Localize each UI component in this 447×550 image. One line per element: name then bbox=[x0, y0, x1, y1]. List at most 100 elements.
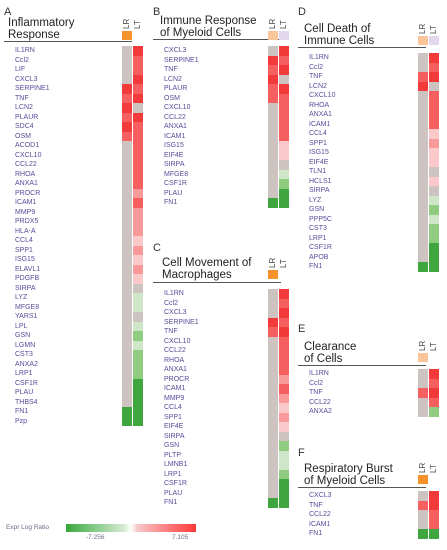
panel-title: Inflammatory Response bbox=[8, 17, 75, 41]
heatmap-cell bbox=[279, 55, 289, 65]
heatmap-cell bbox=[268, 179, 278, 189]
gene-label: CSF1R bbox=[15, 379, 38, 387]
heatmap-cell bbox=[268, 479, 278, 489]
heatmap-cell bbox=[133, 112, 143, 122]
heatmap-cell bbox=[122, 388, 132, 398]
heatmap-cell bbox=[268, 55, 278, 65]
gene-label: TLN1 bbox=[309, 168, 327, 175]
heatmap-cell bbox=[133, 46, 143, 56]
heatmap-cell bbox=[268, 84, 278, 94]
heatmap-cell bbox=[122, 169, 132, 179]
heatmap-cell bbox=[429, 119, 439, 129]
gene-label: PLAUR bbox=[15, 113, 39, 121]
gene-label: CCL4 bbox=[15, 237, 33, 244]
column-header-swatch bbox=[268, 31, 278, 40]
heatmap-cell bbox=[122, 350, 132, 360]
title-underline bbox=[4, 41, 132, 42]
heatmap-cell bbox=[418, 129, 428, 139]
heatmap-cell bbox=[122, 302, 132, 312]
gene-label: CCL4 bbox=[309, 130, 327, 137]
heatmap-cell bbox=[429, 81, 439, 91]
gene-label: EIF4E bbox=[164, 151, 184, 159]
heatmap-cell bbox=[122, 217, 132, 227]
heatmap-cell bbox=[268, 498, 278, 508]
heatmap-cell bbox=[133, 160, 143, 170]
gene-label: ANXA1 bbox=[164, 123, 187, 130]
heatmap-cell bbox=[279, 122, 289, 132]
gene-label: FN1 bbox=[309, 263, 323, 270]
gene-label: RHOA bbox=[164, 356, 185, 364]
gene-label: ANXA1 bbox=[164, 366, 187, 373]
heatmap-cell bbox=[122, 369, 132, 379]
gene-label: LRP1 bbox=[15, 370, 33, 377]
title-underline bbox=[298, 47, 426, 48]
heatmap-cell bbox=[279, 150, 289, 160]
title-underline bbox=[298, 365, 426, 366]
heatmap-cell bbox=[133, 359, 143, 369]
heatmap-cell bbox=[122, 112, 132, 122]
gene-label: FN1 bbox=[164, 499, 178, 506]
heatmap-cell bbox=[429, 397, 439, 407]
gene-label: CCL22 bbox=[309, 398, 331, 406]
heatmap-cell bbox=[429, 167, 439, 177]
heatmap-cell bbox=[133, 179, 143, 189]
heatmap-cell bbox=[429, 500, 439, 510]
heatmap-cell bbox=[429, 129, 439, 139]
gene-label: CXCL3 bbox=[15, 75, 38, 83]
heatmap-cell bbox=[418, 262, 428, 272]
heatmap-cell bbox=[429, 491, 439, 501]
heatmap-cell bbox=[418, 195, 428, 205]
heatmap-cell bbox=[429, 100, 439, 110]
gene-label: CCL22 bbox=[164, 113, 186, 121]
heatmap-column-lr bbox=[268, 46, 278, 208]
heatmap-cell bbox=[133, 331, 143, 341]
heatmap-cell bbox=[279, 450, 289, 460]
heatmap-cell bbox=[133, 340, 143, 350]
heatmap-cell bbox=[122, 198, 132, 208]
heatmap-cell bbox=[268, 112, 278, 122]
panel-label: E bbox=[298, 323, 306, 335]
heatmap-cell bbox=[279, 327, 289, 337]
heatmap-cell bbox=[279, 65, 289, 75]
heatmap-cell bbox=[268, 308, 278, 318]
heatmap-cell bbox=[418, 176, 428, 186]
gene-label: ICAM1 bbox=[309, 520, 331, 528]
heatmap-cell bbox=[122, 103, 132, 113]
column-label-lt: LT bbox=[429, 25, 438, 34]
gene-label: PLTP bbox=[164, 451, 181, 459]
gene-label: SIRPA bbox=[164, 432, 185, 440]
column-label-lr: LR bbox=[418, 462, 427, 473]
gene-label: GSN bbox=[164, 442, 180, 449]
column-header-swatch bbox=[429, 475, 439, 484]
column-label-lr: LR bbox=[268, 18, 277, 29]
heatmap-cell bbox=[429, 53, 439, 63]
column-header-swatch bbox=[429, 36, 439, 45]
panel-title: Cell Movement of Macrophages bbox=[162, 257, 252, 281]
title-underline bbox=[153, 282, 281, 283]
gene-label: CXCL10 bbox=[309, 92, 336, 99]
heatmap-cell bbox=[418, 519, 428, 529]
heatmap-cell bbox=[122, 293, 132, 303]
heatmap-cell bbox=[418, 397, 428, 407]
heatmap-cell bbox=[279, 374, 289, 384]
column-header-swatch bbox=[268, 270, 278, 279]
gene-label: ANXA2 bbox=[309, 408, 332, 415]
heatmap-cell bbox=[279, 46, 289, 56]
heatmap-cell bbox=[133, 93, 143, 103]
gene-label: ICAM1 bbox=[164, 132, 186, 140]
heatmap-cell bbox=[279, 84, 289, 94]
heatmap-cell bbox=[279, 422, 289, 432]
gene-label: CXCL3 bbox=[164, 47, 187, 54]
gene-label: FN1 bbox=[164, 199, 178, 206]
heatmap-cell bbox=[418, 388, 428, 398]
gene-label: GSN bbox=[309, 206, 325, 213]
heatmap-cell bbox=[133, 388, 143, 398]
heatmap-cell bbox=[418, 167, 428, 177]
heatmap-cell bbox=[279, 141, 289, 151]
gene-label: CCL22 bbox=[164, 347, 186, 354]
heatmap-cell bbox=[268, 346, 278, 356]
heatmap-cell bbox=[122, 226, 132, 236]
heatmap-cell bbox=[268, 469, 278, 479]
column-label-lt: LT bbox=[429, 342, 438, 351]
heatmap-cell bbox=[122, 179, 132, 189]
